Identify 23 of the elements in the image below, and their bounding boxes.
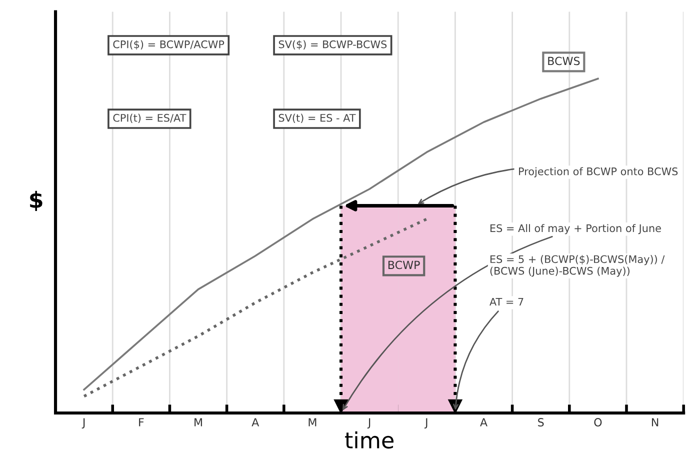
annotation: Projection of BCWP onto BCWS bbox=[519, 167, 678, 178]
annotation: SV(t) = ES - AT bbox=[278, 114, 356, 124]
x-tick-label: M bbox=[308, 418, 316, 426]
x-tick-label: N bbox=[652, 418, 658, 426]
annotation: ES = 5 + (BCWP($)-BCWS(May)) / (BCWS (June)-BCWS (May)) bbox=[490, 255, 665, 277]
x-tick-label: M bbox=[194, 418, 202, 426]
y-axis-title: $ bbox=[30, 190, 42, 212]
annotation: AT = 7 bbox=[490, 298, 524, 306]
x-axis-title: time bbox=[345, 431, 394, 449]
x-tick-label: F bbox=[139, 418, 144, 426]
text: SV($) = BCWP-BCWS bbox=[278, 40, 387, 50]
x-tick-label: J bbox=[82, 418, 85, 429]
annotation: CPI(t) = ES/AT bbox=[113, 114, 186, 124]
x-tick-label: A bbox=[252, 418, 260, 426]
x-tick-label: J bbox=[367, 418, 370, 429]
x-tick-label: A bbox=[480, 418, 488, 426]
series-label: BCWS bbox=[548, 56, 580, 66]
series-label: BCWP bbox=[388, 260, 420, 270]
annotation: ES = All of may + Portion of June bbox=[490, 224, 661, 234]
x-tick-label: S bbox=[538, 418, 544, 426]
x-tick-label: J bbox=[424, 418, 428, 429]
text: CPI($) = BCWP/ACWP bbox=[113, 40, 224, 50]
x-tick-label: O bbox=[594, 418, 602, 426]
